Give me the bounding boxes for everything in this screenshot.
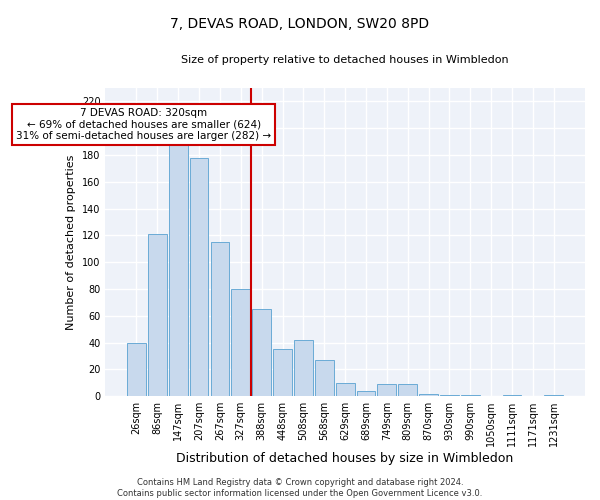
Bar [336,383,355,396]
Bar [273,350,292,396]
Bar [211,242,229,396]
Bar [232,289,250,396]
Bar [461,395,480,396]
Bar [419,394,438,396]
Bar [377,384,396,396]
Bar [127,342,146,396]
Text: 7 DEVAS ROAD: 320sqm
← 69% of detached houses are smaller (624)
31% of semi-deta: 7 DEVAS ROAD: 320sqm ← 69% of detached h… [16,108,271,142]
Bar [190,158,208,396]
Bar [148,234,167,396]
Bar [356,391,376,396]
Bar [252,309,271,396]
Title: Size of property relative to detached houses in Wimbledon: Size of property relative to detached ho… [181,55,509,65]
X-axis label: Distribution of detached houses by size in Wimbledon: Distribution of detached houses by size … [176,452,514,465]
Bar [169,118,188,396]
Text: 7, DEVAS ROAD, LONDON, SW20 8PD: 7, DEVAS ROAD, LONDON, SW20 8PD [170,18,430,32]
Bar [544,395,563,396]
Bar [398,384,417,396]
Bar [503,395,521,396]
Bar [294,340,313,396]
Bar [315,360,334,396]
Bar [440,395,459,396]
Text: Contains HM Land Registry data © Crown copyright and database right 2024.
Contai: Contains HM Land Registry data © Crown c… [118,478,482,498]
Y-axis label: Number of detached properties: Number of detached properties [66,154,76,330]
